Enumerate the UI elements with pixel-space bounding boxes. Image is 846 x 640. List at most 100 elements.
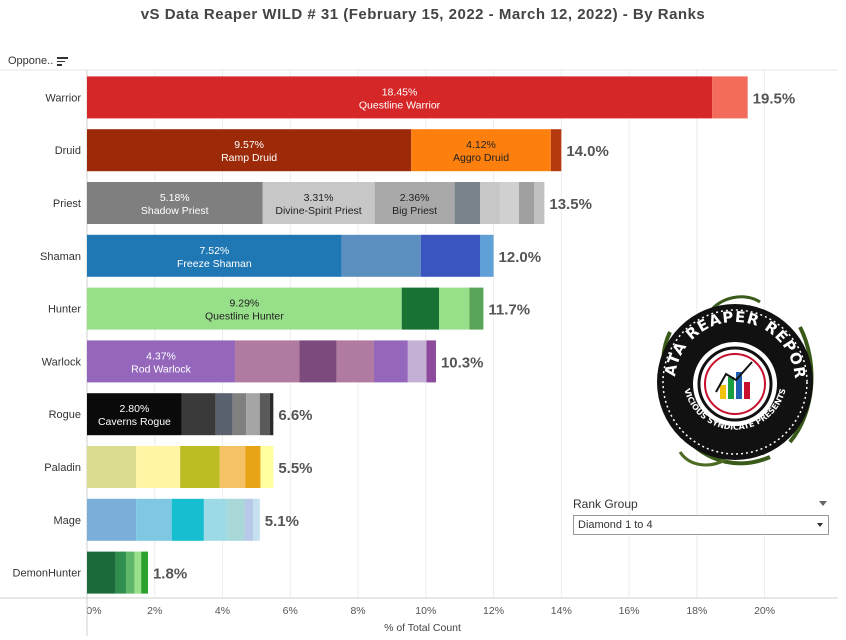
opponent-header-label: Oppone.. <box>8 55 54 67</box>
total-label: 14.0% <box>566 143 609 160</box>
category-label: Hunter <box>48 304 81 316</box>
x-tick-label: 4% <box>215 605 230 617</box>
x-tick-label: 8% <box>350 605 365 617</box>
bar-segment <box>411 129 551 172</box>
bar-segment <box>269 393 274 436</box>
bar-segment <box>336 340 374 383</box>
bar-segment <box>259 393 270 436</box>
bar-segment <box>550 129 562 172</box>
rank-group-title: Rank Group <box>573 497 638 511</box>
segment-value-label: 2.80% <box>120 403 150 415</box>
x-tick-label: 10% <box>415 605 436 617</box>
bar-segment <box>219 446 246 488</box>
segment-value-label: 4.37% <box>146 350 176 362</box>
total-label: 13.5% <box>549 196 592 213</box>
rank-group-dropdown[interactable]: Diamond 1 to 4 <box>573 515 829 535</box>
bar-segment <box>87 551 116 594</box>
bar-segment <box>171 498 204 541</box>
bar-segment <box>244 498 254 541</box>
bar-segment <box>87 446 137 488</box>
bar-segment <box>87 182 263 224</box>
filter-menu-arrow-icon[interactable] <box>819 501 827 506</box>
segment-value-label: 9.57% <box>234 139 264 151</box>
bar-segment <box>87 76 713 119</box>
bar-segment <box>245 446 261 488</box>
segment-name-label: Rod Warlock <box>131 363 191 375</box>
bar-segment <box>373 340 408 383</box>
bar-segment <box>374 182 455 224</box>
bar-segment <box>712 76 748 119</box>
category-label: Rogue <box>49 409 81 421</box>
segment-value-label: 4.12% <box>466 139 496 151</box>
segment-name-label: Shadow Priest <box>141 205 209 217</box>
bar-segment <box>426 340 436 383</box>
category-label: DemonHunter <box>13 568 82 580</box>
bar-segment <box>260 446 274 488</box>
bar-segment <box>136 446 181 488</box>
x-tick-label: 0% <box>86 605 101 617</box>
rank-group-selected: Diamond 1 to 4 <box>578 519 653 531</box>
bar-segment <box>181 393 216 436</box>
segment-name-label: Divine-Spirit Priest <box>275 205 361 217</box>
bar-segment <box>136 498 172 541</box>
segment-name-label: Aggro Druid <box>453 152 509 164</box>
data-reaper-report-logo: DATA REAPER REPORT VICIOUS SYNDICATE PRE… <box>650 292 814 467</box>
category-label: Mage <box>53 515 81 527</box>
category-label: Priest <box>53 198 81 210</box>
segment-name-label: Questline Hunter <box>205 311 284 323</box>
bar-segment <box>235 340 300 383</box>
bar-segment <box>469 287 484 330</box>
bar-segment <box>180 446 220 488</box>
bar-segment <box>87 234 342 277</box>
bar-segment <box>480 182 501 224</box>
category-label: Druid <box>55 145 81 157</box>
bar-segment <box>134 551 142 594</box>
segment-value-label: 2.36% <box>400 192 430 204</box>
bar-segment <box>232 393 247 436</box>
bar-segment <box>87 340 236 383</box>
x-tick-label: 16% <box>619 605 640 617</box>
x-tick-label: 6% <box>283 605 298 617</box>
bar-segment <box>480 234 494 277</box>
total-label: 10.3% <box>441 354 484 371</box>
segment-value-label: 5.18% <box>160 192 190 204</box>
x-tick-label: 18% <box>686 605 707 617</box>
chevron-down-icon <box>817 523 823 527</box>
bar-segment <box>246 393 260 436</box>
segment-value-label: 7.52% <box>199 245 229 257</box>
segment-name-label: Caverns Rogue <box>98 416 171 428</box>
segment-value-label: 9.29% <box>229 298 259 310</box>
total-label: 11.7% <box>488 302 530 319</box>
bar-segment <box>262 182 375 224</box>
segment-name-label: Ramp Druid <box>221 152 277 164</box>
category-label: Paladin <box>44 462 81 474</box>
chart-title: vS Data Reaper WILD # 31 (February 15, 2… <box>140 6 706 23</box>
opponent-column-header[interactable]: Oppone.. <box>8 55 69 67</box>
bar-segment <box>87 498 137 541</box>
sort-icon[interactable] <box>57 56 69 66</box>
category-label: Warrior <box>45 92 81 104</box>
segment-name-label: Freeze Shaman <box>177 258 252 270</box>
category-label: Warlock <box>42 356 82 368</box>
category-label: Shaman <box>40 251 81 263</box>
x-tick-label: 14% <box>551 605 572 617</box>
bar-segment <box>125 551 135 594</box>
total-label: 1.8% <box>153 566 187 583</box>
bar-segment <box>454 182 481 224</box>
bar-segment <box>203 498 228 541</box>
total-label: 12.0% <box>499 249 542 266</box>
bar-segment <box>407 340 427 383</box>
total-label: 6.6% <box>278 407 312 424</box>
x-tick-label: 2% <box>147 605 162 617</box>
total-label: 5.5% <box>278 460 312 477</box>
total-label: 19.5% <box>753 90 796 107</box>
bar-segment <box>500 182 519 224</box>
bar-segment <box>253 498 260 541</box>
segment-name-label: Big Priest <box>392 205 437 217</box>
segment-name-label: Questline Warrior <box>359 99 441 111</box>
bar-segment <box>87 129 412 172</box>
bar-segment <box>215 393 233 436</box>
bar-segment <box>87 393 182 436</box>
bar-segment <box>141 551 148 594</box>
